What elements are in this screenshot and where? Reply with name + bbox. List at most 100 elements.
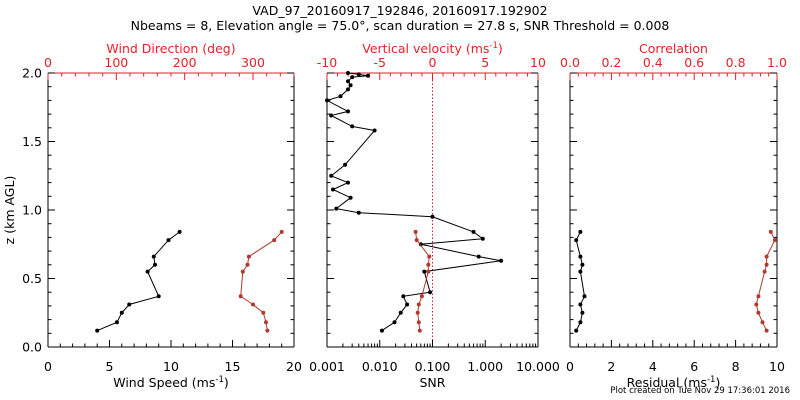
- x2-axis-label-wind: Wind Direction (deg): [106, 41, 235, 56]
- data-point-wind-x2: [238, 294, 243, 299]
- data-point-residual-x2: [760, 320, 765, 325]
- data-point-residual-x: [578, 229, 583, 234]
- data-point-wind-x2: [279, 229, 284, 234]
- x-axis-label-residual: Residual (ms-1): [627, 375, 721, 390]
- data-point-wind-x2: [264, 320, 268, 325]
- data-point-residual-x2: [756, 310, 761, 315]
- data-point-snr-x: [348, 195, 353, 200]
- data-point-snr-x: [422, 269, 427, 274]
- data-point-wind-x2: [265, 328, 270, 333]
- x2-tick-label: -5: [374, 55, 386, 70]
- series-line-snr-x: [325, 72, 502, 332]
- y-tick-label: 0.5: [22, 271, 42, 286]
- data-point-residual-x2: [756, 294, 761, 299]
- data-point-residual-x2: [754, 302, 759, 307]
- data-point-wind-x: [119, 310, 124, 315]
- series-line-residual-x2: [755, 231, 776, 331]
- data-point-wind-x: [156, 294, 161, 299]
- data-point-snr-x: [346, 180, 350, 185]
- x2-tick-label: 1.0: [767, 55, 787, 70]
- data-point-residual-x: [574, 328, 579, 333]
- data-point-snr-x: [334, 206, 339, 211]
- data-point-residual-x2: [764, 254, 769, 259]
- data-point-residual-x: [582, 294, 587, 299]
- data-point-wind-x: [153, 262, 157, 267]
- data-point-snr-x: [480, 236, 485, 241]
- data-point-snr-x: [338, 94, 343, 99]
- data-point-wind-x2: [272, 238, 277, 243]
- data-point-residual-x2: [764, 328, 769, 333]
- data-point-snr-x: [401, 294, 406, 299]
- x-tick-label: 2: [607, 359, 615, 374]
- x2-tick-label: -10: [317, 55, 337, 70]
- data-point-wind-x: [95, 328, 100, 333]
- data-point-snr-x: [405, 302, 410, 307]
- data-point-residual-x2: [772, 238, 777, 243]
- data-point-snr-x: [343, 162, 348, 167]
- plot-created-footer: Plot created on Tue Nov 29 17:36:01 2016: [610, 386, 790, 396]
- series-line-wind-x2: [240, 231, 283, 331]
- x2-axis-label-residual: Correlation: [639, 41, 708, 56]
- data-point-snr-x: [356, 210, 361, 215]
- y-tick-label: 1.5: [22, 134, 42, 149]
- data-point-residual-x: [580, 262, 585, 267]
- data-point-wind-x2: [245, 262, 250, 267]
- x-tick-label: 10.000: [516, 359, 560, 374]
- x2-tick-label: 0.8: [726, 55, 746, 70]
- data-point-snr-x: [329, 173, 334, 178]
- data-point-snr-x: [350, 124, 355, 129]
- data-point-snr-x: [398, 310, 403, 315]
- x-tick-label: 0.001: [309, 359, 345, 374]
- data-point-residual-x: [578, 269, 583, 274]
- data-point-wind-x: [151, 254, 156, 259]
- data-point-snr-x: [428, 290, 433, 295]
- x-tick-label: 0.100: [415, 359, 451, 374]
- data-point-snr-x2: [415, 310, 420, 315]
- data-point-residual-x: [578, 320, 583, 325]
- x-tick-label: 1.000: [467, 359, 503, 374]
- x-tick-label: 15: [225, 359, 241, 374]
- chart-subtitle: Nbeams = 8, Elevation angle = 75.0°, sca…: [130, 18, 670, 33]
- x-tick-label: 6: [690, 359, 698, 374]
- data-point-wind-x2: [251, 302, 255, 307]
- data-point-residual-x: [574, 238, 579, 243]
- data-point-wind-x: [166, 238, 171, 243]
- data-point-snr-x2: [426, 269, 431, 274]
- data-point-snr-x: [346, 71, 350, 75]
- data-point-wind-x2: [261, 310, 266, 315]
- y-tick-label: 2.0: [22, 66, 42, 81]
- y-tick-label: 1.0: [22, 203, 42, 218]
- data-point-snr-x2: [416, 320, 421, 325]
- data-point-snr-x: [392, 320, 397, 325]
- x2-tick-label: 300: [241, 55, 265, 70]
- data-point-wind-x2: [240, 269, 245, 274]
- data-point-wind-x: [177, 229, 182, 234]
- y-axis-label: z (km AGL): [2, 176, 17, 245]
- x2-tick-label: 100: [104, 55, 128, 70]
- x2-tick-label: 0.2: [601, 55, 621, 70]
- x2-tick-label: 0.6: [684, 55, 704, 70]
- data-point-residual-x2: [762, 269, 767, 274]
- x-tick-label: 20: [286, 359, 302, 374]
- data-point-snr-x: [350, 75, 355, 80]
- x2-tick-label: 0.0: [560, 55, 580, 70]
- data-point-wind-x: [114, 320, 119, 325]
- data-point-snr-x2: [414, 238, 419, 243]
- data-point-residual-x2: [764, 262, 769, 267]
- x-axis-label-snr: SNR: [420, 375, 446, 390]
- data-point-residual-x: [578, 254, 583, 259]
- data-point-snr-x2: [417, 328, 422, 333]
- data-point-snr-x: [325, 98, 329, 103]
- x-tick-label: 0: [44, 359, 52, 374]
- data-point-snr-x2: [413, 229, 418, 234]
- x-tick-label: 5: [106, 359, 114, 374]
- data-point-snr-x: [346, 109, 350, 114]
- data-point-snr-x: [348, 83, 353, 88]
- x-tick-label: 10: [163, 359, 179, 374]
- data-point-snr-x2: [427, 254, 432, 259]
- data-point-snr-x: [471, 229, 476, 234]
- data-point-snr-x: [346, 87, 350, 92]
- data-point-snr-x: [379, 328, 384, 333]
- data-point-snr-x2: [419, 294, 424, 299]
